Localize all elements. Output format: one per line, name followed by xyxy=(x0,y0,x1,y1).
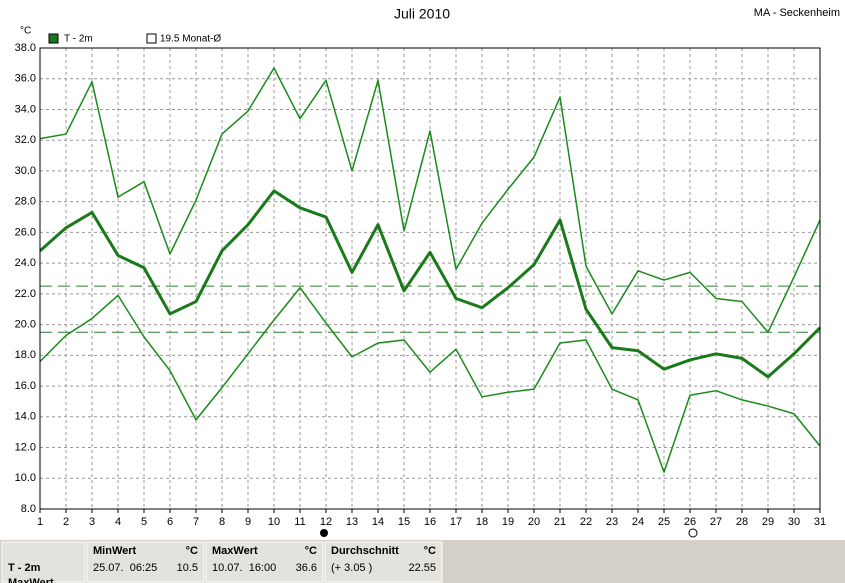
legend-label: T - 2m xyxy=(64,34,93,45)
stats-time: 25.07. 06:25 xyxy=(93,562,157,574)
y-tick-label: 8.0 xyxy=(21,503,36,515)
stats-cell xyxy=(1,541,86,583)
x-tick-label: 4 xyxy=(115,516,121,528)
x-tick-label: 5 xyxy=(141,516,147,528)
stats-header: Durchschnitt xyxy=(331,545,399,557)
stats-time: 10.07. 16:00 xyxy=(212,562,276,574)
x-tick-label: 17 xyxy=(450,516,462,528)
y-tick-label: 22.0 xyxy=(15,288,36,300)
stats-value: 36.6 xyxy=(296,562,317,574)
x-tick-label: 25 xyxy=(658,516,670,528)
legend-swatch xyxy=(48,33,59,44)
y-tick-label: 18.0 xyxy=(15,349,36,361)
x-tick-label: 3 xyxy=(89,516,95,528)
legend-swatch xyxy=(146,33,157,44)
x-tick-label: 23 xyxy=(606,516,618,528)
plot-frame xyxy=(39,47,821,510)
series-line xyxy=(39,189,822,379)
x-tick-label: 21 xyxy=(554,516,566,528)
x-tick-label: 11 xyxy=(294,516,305,528)
x-tick-label: 6 xyxy=(167,516,173,528)
y-tick-label: 30.0 xyxy=(15,165,36,177)
x-tick-label: 24 xyxy=(632,516,644,528)
y-tick-label: 26.0 xyxy=(15,226,36,238)
series-line xyxy=(39,67,821,334)
x-tick-label: 2 xyxy=(63,516,69,528)
x-tick-label: 15 xyxy=(398,516,410,528)
moon-new xyxy=(688,528,698,538)
moon-full xyxy=(320,529,328,537)
x-tick-label: 30 xyxy=(788,516,800,528)
y-tick-label: 10.0 xyxy=(15,472,36,484)
x-tick-label: 20 xyxy=(528,516,540,528)
stats-row-label: T - 2m xyxy=(8,562,41,574)
x-tick-label: 16 xyxy=(424,516,436,528)
stats-unit: °C xyxy=(186,545,198,557)
x-tick-label: 19 xyxy=(502,516,514,528)
x-tick-label: 22 xyxy=(580,516,592,528)
y-tick-label: 38.0 xyxy=(15,42,36,54)
stats-header: MinWert xyxy=(93,545,137,557)
station-name: MA - Seckenheim xyxy=(754,7,840,19)
x-tick-label: 18 xyxy=(476,516,488,528)
y-tick-label: 20.0 xyxy=(15,319,36,331)
stats-cell xyxy=(205,541,324,583)
stats-header: MaxWert xyxy=(212,545,258,557)
x-tick-label: 8 xyxy=(219,516,225,528)
y-tick-label: 12.0 xyxy=(15,441,36,453)
y-tick-label: 34.0 xyxy=(15,103,36,115)
stats-cell xyxy=(86,541,205,583)
x-tick-label: 26 xyxy=(684,516,696,528)
x-tick-label: 29 xyxy=(762,516,774,528)
x-tick-label: 1 xyxy=(37,516,43,528)
x-tick-label: 9 xyxy=(245,516,251,528)
x-tick-label: 31 xyxy=(814,516,826,528)
legend-label: 19.5 Monat-Ø xyxy=(160,34,221,45)
chart-title: Juli 2010 xyxy=(394,6,450,22)
stats-unit: °C xyxy=(305,545,317,557)
stats-unit: °C xyxy=(424,545,436,557)
y-tick-label: 28.0 xyxy=(15,196,36,208)
x-tick-label: 7 xyxy=(193,516,199,528)
y-unit: °C xyxy=(20,26,31,37)
x-tick-label: 10 xyxy=(268,516,280,528)
y-tick-label: 36.0 xyxy=(15,73,36,85)
series-line xyxy=(39,286,821,473)
stats-value: 10.5 xyxy=(177,562,198,574)
x-tick-label: 13 xyxy=(346,516,358,528)
y-tick-label: 16.0 xyxy=(15,380,36,392)
stats-cell xyxy=(324,541,443,583)
x-tick-label: 12 xyxy=(320,516,332,528)
y-tick-label: 32.0 xyxy=(15,134,36,146)
y-tick-label: 14.0 xyxy=(15,411,36,423)
stats-value: 22.55 xyxy=(408,562,436,574)
x-tick-label: 14 xyxy=(372,516,384,528)
x-tick-label: 28 xyxy=(736,516,748,528)
stats-row-label: MaxWert xyxy=(8,577,54,583)
stats-time: (+ 3.05 ) xyxy=(331,562,372,574)
y-tick-label: 24.0 xyxy=(15,257,36,269)
x-tick-label: 27 xyxy=(710,516,722,528)
